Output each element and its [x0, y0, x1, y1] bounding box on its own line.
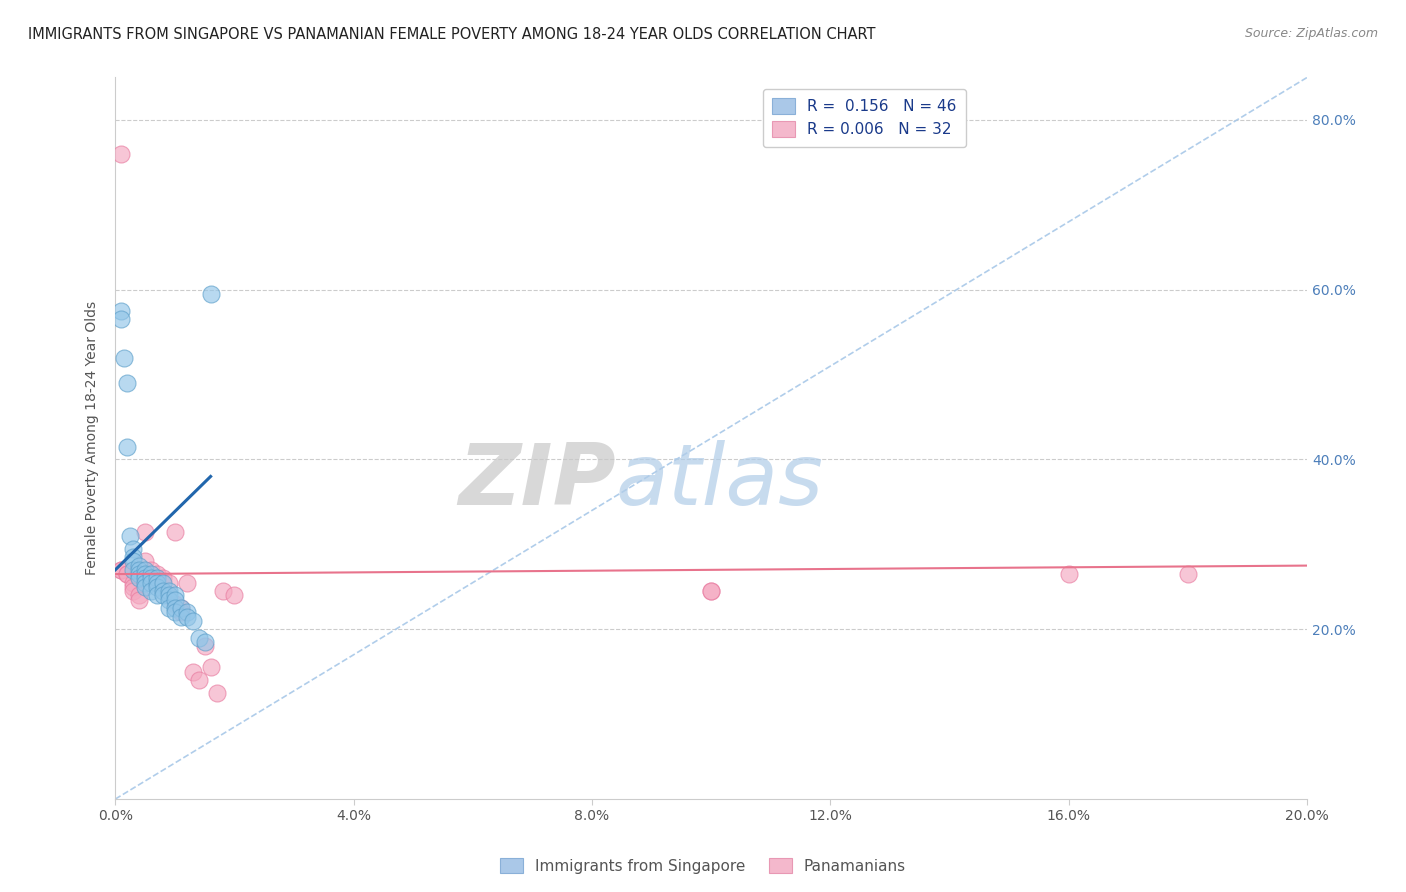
- Point: [170, 605, 193, 619]
- Point: [194, 635, 217, 649]
- Point: [152, 575, 174, 590]
- Point: [205, 686, 228, 700]
- Point: [1177, 567, 1199, 582]
- Point: [200, 660, 222, 674]
- Point: [187, 631, 209, 645]
- Text: ZIP: ZIP: [458, 440, 616, 523]
- Point: [157, 592, 180, 607]
- Point: [170, 601, 193, 615]
- Point: [128, 558, 150, 573]
- Point: [163, 605, 186, 619]
- Point: [176, 575, 198, 590]
- Point: [134, 567, 156, 582]
- Point: [146, 571, 169, 585]
- Point: [115, 440, 138, 454]
- Point: [134, 563, 156, 577]
- Point: [110, 312, 132, 326]
- Point: [128, 563, 150, 577]
- Legend: Immigrants from Singapore, Panamanians: Immigrants from Singapore, Panamanians: [494, 852, 912, 880]
- Point: [122, 580, 145, 594]
- Point: [128, 567, 150, 582]
- Point: [115, 376, 138, 390]
- Point: [152, 584, 174, 599]
- Text: atlas: atlas: [616, 440, 824, 523]
- Point: [115, 567, 138, 582]
- Point: [170, 601, 193, 615]
- Point: [146, 588, 169, 602]
- Point: [122, 563, 145, 577]
- Point: [200, 287, 222, 301]
- Point: [120, 529, 142, 543]
- Point: [163, 588, 186, 602]
- Point: [163, 597, 186, 611]
- Point: [152, 588, 174, 602]
- Point: [122, 550, 145, 565]
- Point: [211, 584, 233, 599]
- Point: [139, 575, 162, 590]
- Point: [110, 304, 132, 318]
- Point: [110, 563, 132, 577]
- Point: [170, 609, 193, 624]
- Point: [139, 584, 162, 599]
- Y-axis label: Female Poverty Among 18-24 Year Olds: Female Poverty Among 18-24 Year Olds: [86, 301, 100, 575]
- Point: [163, 601, 186, 615]
- Legend: R =  0.156   N = 46, R = 0.006   N = 32: R = 0.156 N = 46, R = 0.006 N = 32: [763, 88, 966, 146]
- Point: [146, 567, 169, 582]
- Point: [176, 605, 198, 619]
- Point: [122, 575, 145, 590]
- Point: [122, 541, 145, 556]
- Point: [128, 571, 150, 585]
- Point: [152, 571, 174, 585]
- Point: [187, 673, 209, 688]
- Point: [110, 563, 132, 577]
- Point: [163, 524, 186, 539]
- Point: [134, 524, 156, 539]
- Point: [112, 351, 135, 365]
- Point: [146, 580, 169, 594]
- Point: [700, 584, 723, 599]
- Point: [146, 575, 169, 590]
- Point: [134, 575, 156, 590]
- Point: [128, 592, 150, 607]
- Point: [139, 567, 162, 582]
- Point: [1057, 567, 1080, 582]
- Point: [115, 567, 138, 582]
- Point: [176, 609, 198, 624]
- Point: [122, 584, 145, 599]
- Point: [181, 614, 204, 628]
- Point: [157, 601, 180, 615]
- Text: Source: ZipAtlas.com: Source: ZipAtlas.com: [1244, 27, 1378, 40]
- Point: [122, 554, 145, 568]
- Point: [139, 571, 162, 585]
- Point: [181, 665, 204, 679]
- Point: [224, 588, 246, 602]
- Point: [134, 554, 156, 568]
- Point: [110, 146, 132, 161]
- Point: [134, 571, 156, 585]
- Text: IMMIGRANTS FROM SINGAPORE VS PANAMANIAN FEMALE POVERTY AMONG 18-24 YEAR OLDS COR: IMMIGRANTS FROM SINGAPORE VS PANAMANIAN …: [28, 27, 876, 42]
- Point: [128, 588, 150, 602]
- Point: [157, 575, 180, 590]
- Point: [157, 584, 180, 599]
- Point: [194, 639, 217, 653]
- Point: [700, 584, 723, 599]
- Point: [157, 588, 180, 602]
- Point: [163, 592, 186, 607]
- Point: [139, 563, 162, 577]
- Point: [134, 580, 156, 594]
